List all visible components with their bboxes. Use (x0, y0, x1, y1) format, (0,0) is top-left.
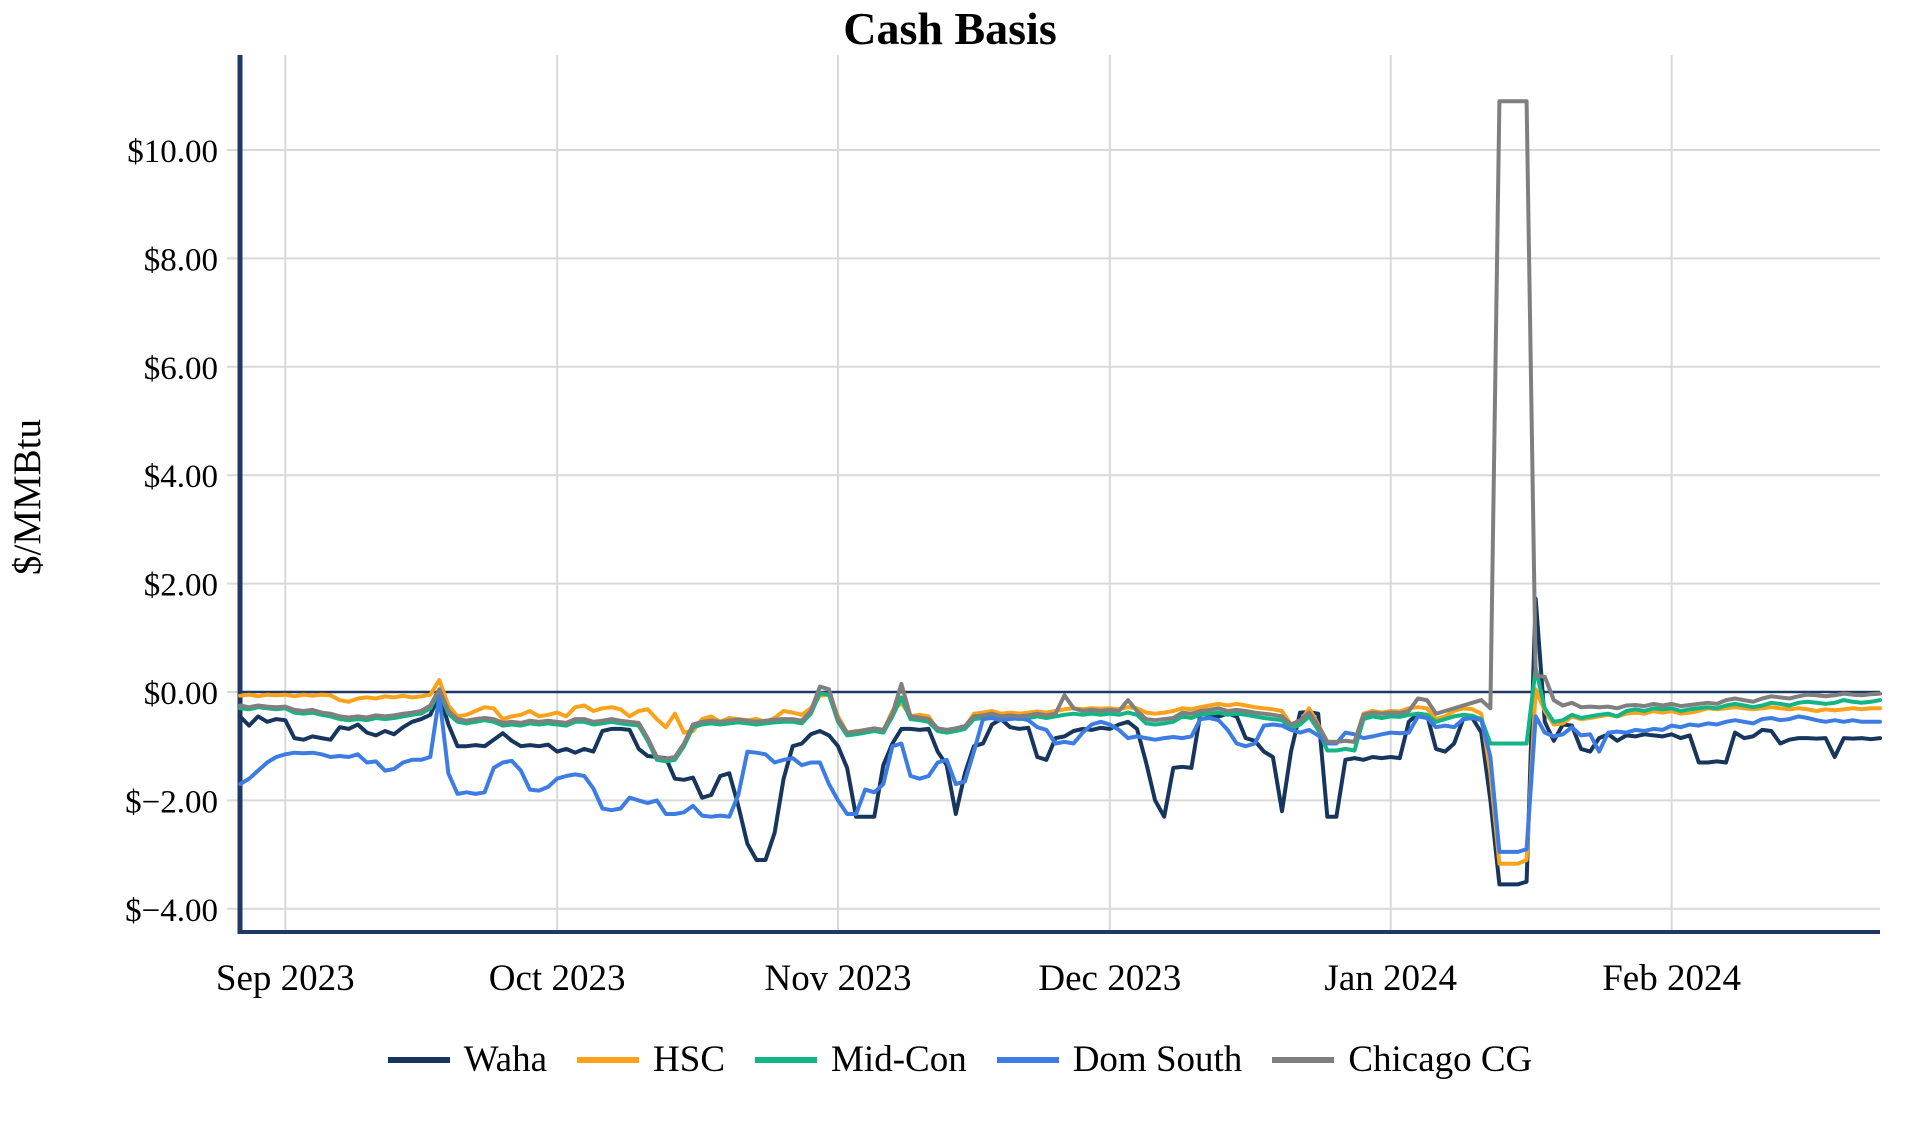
chart-title: Cash Basis (843, 3, 1056, 54)
legend-swatch-icon (996, 1056, 1059, 1063)
y-tick-label: $6.00 (144, 351, 218, 387)
legend-label: Chicago CG (1348, 1039, 1533, 1080)
y-tick-label: $−4.00 (125, 893, 218, 929)
legend-label: Dom South (1072, 1039, 1243, 1080)
axis-tick-labels: $10.00 $8.00 $6.00 $4.00 $2.00 $0.00 $−2.00 $−4… (125, 134, 1741, 999)
legend-item-waha: Waha (387, 1038, 548, 1081)
y-tick-label: $8.00 (144, 242, 218, 278)
y-tick-label: $−2.00 (125, 784, 218, 820)
chart-legend: Waha HSC Mid-Con Dom South Chicago CG (0, 1038, 1920, 1081)
series-line-dom-south (238, 694, 1882, 854)
series-line-chicago-cg (238, 99, 1882, 761)
legend-item-dom-south: Dom South (996, 1038, 1243, 1081)
y-axis-title: $/MMBtu (6, 419, 49, 575)
legend-swatch-icon (1272, 1056, 1335, 1063)
legend-swatch-icon (755, 1056, 818, 1063)
legend-item-hsc: HSC (577, 1038, 725, 1081)
y-tick-label: $0.00 (144, 676, 218, 712)
axes (237, 55, 1880, 934)
legend-item-mid-con: Mid-Con (755, 1038, 967, 1081)
x-tick-label: Jan 2024 (1324, 958, 1457, 999)
y-tick-label: $10.00 (127, 134, 218, 170)
x-tick-label: Nov 2023 (765, 958, 912, 999)
legend-swatch-icon (577, 1056, 640, 1063)
legend-label: HSC (653, 1039, 726, 1080)
legend-swatch-icon (387, 1056, 450, 1063)
x-tick-label: Dec 2023 (1038, 958, 1181, 999)
y-tick-label: $2.00 (144, 568, 218, 604)
series-lines (238, 99, 1882, 887)
gridlines (227, 55, 1880, 932)
y-tick-label: $4.00 (144, 459, 218, 495)
x-tick-label: Sep 2023 (216, 958, 355, 999)
series-line-mid-con (238, 666, 1882, 764)
legend-item-chicago-cg: Chicago CG (1272, 1038, 1532, 1081)
x-tick-label: Feb 2024 (1602, 958, 1741, 999)
legend-label: Mid-Con (831, 1039, 967, 1080)
x-tick-label: Oct 2023 (489, 958, 626, 999)
legend-label: Waha (463, 1039, 548, 1080)
